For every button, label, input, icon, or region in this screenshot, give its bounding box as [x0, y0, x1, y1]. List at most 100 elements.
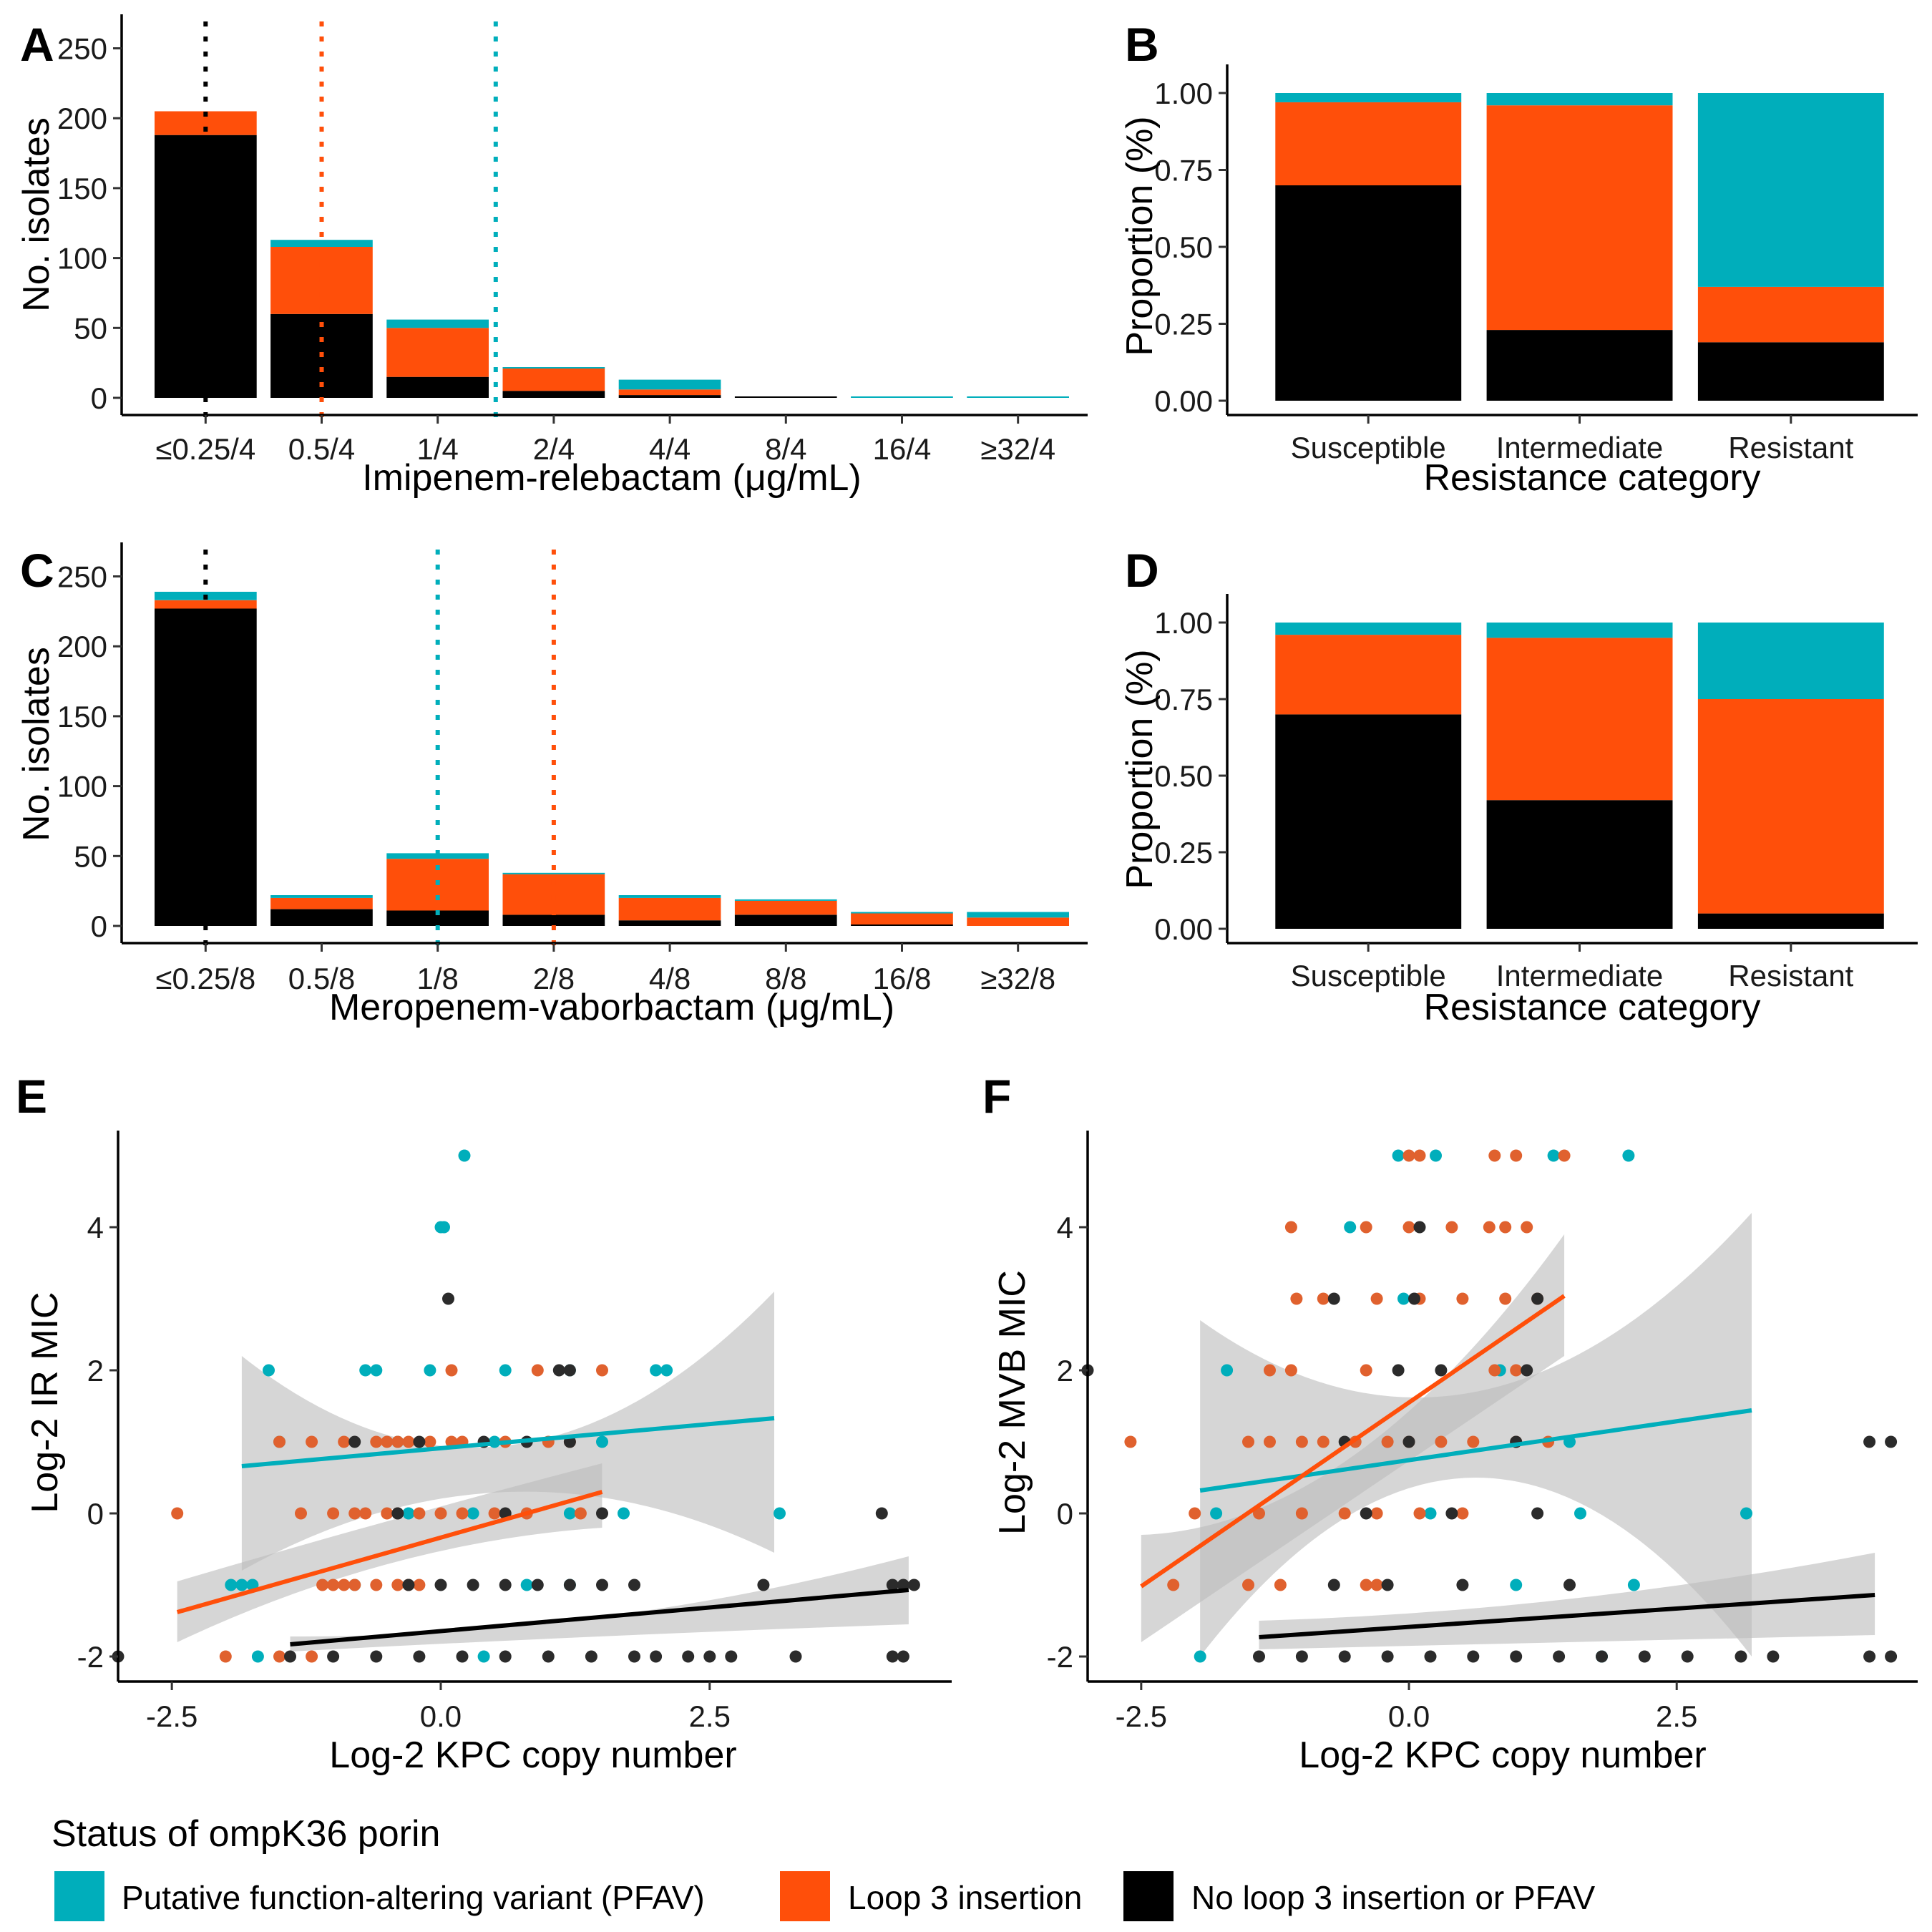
data-point-none: [1402, 1435, 1415, 1448]
data-point-pfav: [458, 1149, 471, 1162]
y-tick-label: 100: [57, 770, 107, 804]
data-point-loop3: [1467, 1435, 1480, 1448]
data-point-loop3: [1370, 1507, 1383, 1520]
y-tick-label: -2: [1047, 1640, 1073, 1674]
data-point-loop3: [1290, 1292, 1303, 1305]
regression-line-pfav: [1199, 1408, 1752, 1493]
data-point-loop3: [1435, 1435, 1448, 1448]
bar-segment-pfav: [386, 853, 489, 859]
data-point-none: [467, 1579, 479, 1591]
data-point-pfav: [263, 1364, 275, 1377]
panel-letter: E: [16, 1070, 47, 1123]
data-point-loop3: [413, 1579, 426, 1591]
data-point-loop3: [381, 1507, 394, 1520]
y-tick-label: 2: [1057, 1354, 1073, 1387]
data-point-pfav: [563, 1507, 576, 1520]
data-point-none: [531, 1579, 544, 1591]
x-tick-label: 2.5: [1656, 1699, 1697, 1733]
x-tick-label: 1/4: [417, 432, 459, 466]
y-tick-label: 4: [87, 1211, 104, 1244]
bar-segment-pfav: [734, 899, 837, 901]
bar-segment-none: [734, 396, 837, 398]
data-point-none: [348, 1435, 361, 1448]
data-point-none: [542, 1650, 555, 1663]
panel-D: D 0.00 0.25 0.50 0.75 1.00 Susceptible Intermed…: [1119, 544, 1918, 1028]
data-point-loop3: [1242, 1435, 1254, 1448]
y-tick-label: 250: [57, 560, 107, 594]
data-point-pfav: [650, 1364, 663, 1377]
x-tick-label: 2/8: [533, 962, 575, 995]
data-point-none: [1327, 1292, 1340, 1305]
bar-segment-none: [1486, 330, 1673, 401]
data-point-none: [434, 1579, 447, 1591]
data-point-loop3: [1558, 1149, 1571, 1162]
bar-segment-pfav: [618, 895, 721, 898]
confidence-band-pfav: [1200, 1213, 1752, 1657]
x-tick-label: ≤0.25/4: [155, 432, 255, 466]
data-point-pfav: [1510, 1579, 1523, 1591]
x-axis-title: Log-2 KPC copy number: [329, 1735, 736, 1776]
confidence-band-loop3: [1141, 1234, 1565, 1642]
data-point-pfav: [467, 1507, 479, 1520]
x-tick-label: Intermediate: [1496, 431, 1663, 464]
data-point-loop3: [359, 1507, 372, 1520]
data-point-loop3: [1510, 1149, 1523, 1162]
bar-segment-pfav: [618, 379, 721, 390]
data-point-pfav: [359, 1364, 372, 1377]
x-tick-label: Susceptible: [1291, 959, 1446, 992]
x-tick-label: 8/8: [765, 962, 806, 995]
data-point-none: [886, 1579, 899, 1591]
data-point-loop3: [348, 1507, 361, 1520]
data-point-pfav: [1740, 1507, 1752, 1520]
bar-segment-pfav: [967, 396, 1069, 398]
data-point-pfav: [618, 1507, 630, 1520]
y-axis-title: Log-2 MVB MIC: [992, 1270, 1033, 1535]
data-point-none: [442, 1292, 454, 1305]
data-point-loop3: [1167, 1579, 1180, 1591]
data-point-none: [1392, 1364, 1405, 1377]
data-point-none: [1456, 1579, 1469, 1591]
data-point-loop3: [1295, 1507, 1308, 1520]
data-point-loop3: [381, 1435, 394, 1448]
data-point-pfav: [1392, 1149, 1405, 1162]
x-tick-label: 8/4: [765, 432, 806, 466]
data-point-loop3: [306, 1650, 318, 1663]
data-point-none: [391, 1507, 404, 1520]
legend-title: Status of ompK36 porin: [52, 1813, 440, 1855]
x-tick-label: 4/4: [649, 432, 691, 466]
data-point-loop3: [338, 1579, 351, 1591]
x-tick-label: 0.0: [420, 1699, 462, 1733]
data-point-none: [499, 1579, 512, 1591]
bar-segment-none: [155, 608, 257, 926]
data-point-loop3: [488, 1507, 501, 1520]
data-point-loop3: [1488, 1149, 1501, 1162]
data-point-none: [1467, 1650, 1480, 1663]
data-point-none: [585, 1650, 597, 1663]
data-point-none: [1735, 1650, 1747, 1663]
bar-segment-pfav: [1486, 93, 1673, 106]
bar-segment-none: [502, 914, 605, 926]
x-tick-label: 0.5/4: [288, 432, 355, 466]
data-point-loop3: [316, 1579, 329, 1591]
x-tick-label: ≥32/8: [980, 962, 1055, 995]
data-point-none: [1885, 1650, 1898, 1663]
data-point-loop3: [424, 1435, 436, 1448]
data-point-loop3: [327, 1579, 340, 1591]
bar-segment-pfav: [851, 912, 953, 914]
data-point-pfav: [520, 1579, 533, 1591]
data-point-pfav: [1547, 1149, 1560, 1162]
x-tick-label: ≥32/4: [980, 432, 1055, 466]
data-point-pfav: [774, 1507, 786, 1520]
bar-segment-loop3: [1697, 286, 1884, 343]
data-point-none: [499, 1650, 512, 1663]
x-tick-label: Resistant: [1728, 431, 1853, 464]
data-point-pfav: [1221, 1364, 1234, 1377]
data-point-loop3: [338, 1435, 351, 1448]
data-point-loop3: [1242, 1579, 1254, 1591]
data-point-none: [1445, 1507, 1458, 1520]
data-point-none: [1413, 1221, 1426, 1234]
bar-segment-pfav: [386, 319, 489, 328]
data-point-none: [413, 1650, 426, 1663]
regression-line-none: [1259, 1593, 1875, 1639]
